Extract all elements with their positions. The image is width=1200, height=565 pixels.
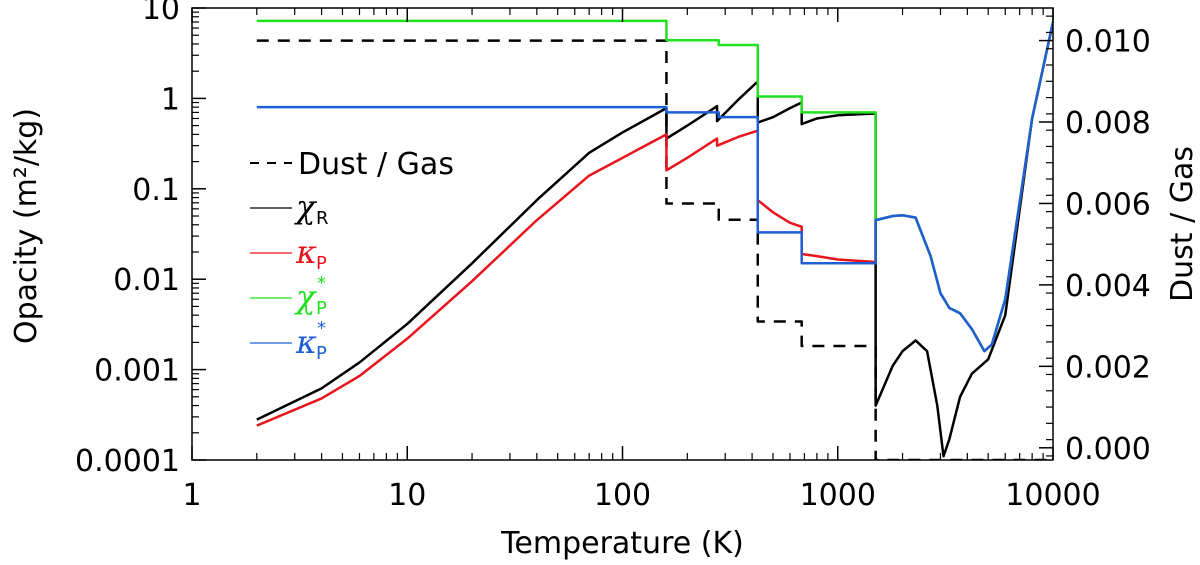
x-tick-label: 100 bbox=[594, 478, 651, 513]
y-right-tick-label: 0.002 bbox=[1065, 350, 1151, 385]
x-tick-label: 1000 bbox=[800, 478, 876, 513]
legend-label: Dust / Gas bbox=[298, 147, 454, 182]
y-right-tick-label: 0.010 bbox=[1065, 25, 1151, 60]
series-line bbox=[256, 21, 1053, 458]
y-right-axis-title: Dust / Gas bbox=[1165, 146, 1200, 302]
ticks-group: 1 10 100 1000 10000 0.0001 0.001 0.01 0.1 1 10 0.00… bbox=[75, 0, 1151, 513]
legend-label: κ bbox=[295, 323, 317, 361]
legend-label-subscript: P bbox=[316, 343, 327, 364]
y-right-tick-label: 0.008 bbox=[1065, 106, 1151, 141]
plot-frame bbox=[191, 7, 1054, 461]
y-right-tick-label: 0.006 bbox=[1065, 187, 1151, 222]
x-axis-title: Temperature (K) bbox=[500, 526, 744, 561]
x-tick-label: 10 bbox=[388, 478, 426, 513]
series-line bbox=[256, 21, 1053, 427]
legend-label-subscript: R bbox=[316, 208, 329, 229]
x-tick-label: 1 bbox=[182, 478, 201, 513]
series-line bbox=[256, 39, 1052, 460]
y-tick-label: 1 bbox=[161, 82, 180, 117]
y-tick-label: 0.0001 bbox=[75, 444, 180, 479]
y-axis-title: Opacity (m²/kg) bbox=[9, 108, 44, 344]
y-tick-label: 0.001 bbox=[94, 354, 180, 389]
legend-label-subscript: P bbox=[316, 298, 327, 319]
legend-label: χ bbox=[294, 188, 317, 226]
x-tick-label: 10000 bbox=[1005, 478, 1100, 513]
legend-label: χ bbox=[294, 278, 317, 316]
y-tick-label: 0.01 bbox=[113, 263, 180, 298]
legend-label-superscript: * bbox=[317, 318, 326, 339]
legend-label-superscript: * bbox=[317, 273, 326, 294]
y-right-tick-label: 0.000 bbox=[1065, 432, 1151, 467]
y-right-tick-label: 0.004 bbox=[1065, 269, 1151, 304]
legend-label: κ bbox=[295, 233, 317, 271]
series-line bbox=[256, 21, 1053, 353]
legend-label-subscript: P bbox=[316, 253, 327, 274]
y-tick-label: 10 bbox=[142, 0, 180, 27]
series-group bbox=[256, 19, 1053, 460]
series-line bbox=[256, 19, 1053, 353]
y-tick-label: 0.1 bbox=[132, 173, 180, 208]
